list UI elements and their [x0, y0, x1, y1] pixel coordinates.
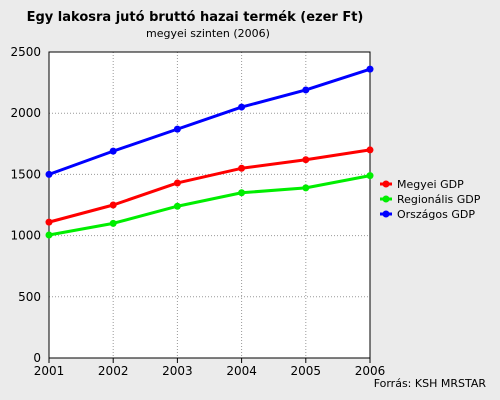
- legend-item: Regionális GDP: [380, 193, 481, 206]
- legend-marker: [382, 180, 390, 188]
- x-tick-label: 2004: [226, 364, 257, 378]
- legend-label: Regionális GDP: [397, 193, 481, 206]
- data-point: [45, 231, 53, 239]
- series-3: [45, 65, 374, 178]
- series-line: [48, 174, 371, 237]
- y-tick-label: 2500: [10, 45, 41, 59]
- plot-background: [49, 52, 370, 358]
- legend-label: Országos GDP: [397, 208, 475, 221]
- y-tick-label: 1000: [10, 229, 41, 243]
- data-point: [173, 202, 181, 210]
- data-point: [366, 172, 374, 180]
- y-tick-label: 2000: [10, 106, 41, 120]
- legend-item: Megyei GDP: [380, 178, 464, 191]
- data-point: [45, 170, 53, 178]
- y-tick-label: 1500: [10, 167, 41, 181]
- x-tick-label: 2001: [34, 364, 65, 378]
- x-tick-label: 2006: [355, 364, 386, 378]
- legend: Megyei GDP Regionális GDP Országos GDP: [380, 178, 481, 221]
- data-point: [173, 125, 181, 133]
- legend-item: Országos GDP: [380, 208, 475, 221]
- data-point: [302, 156, 310, 164]
- y-tick-label: 500: [18, 290, 41, 304]
- data-point: [302, 86, 310, 94]
- plot-area: 0 500 1000 1500 2000 2500 2001 2002 2003 2004 2005…: [10, 45, 385, 378]
- x-tick-label: 2005: [291, 364, 322, 378]
- y-tick-label: 0: [33, 351, 41, 365]
- source-note: Forrás: KSH MRSTAR: [374, 377, 487, 390]
- data-point: [45, 218, 53, 226]
- data-point: [366, 65, 374, 73]
- data-point: [173, 179, 181, 187]
- data-point: [302, 184, 310, 192]
- chart-subtitle: megyei szinten (2006): [146, 27, 270, 40]
- series-line: [48, 67, 371, 176]
- series-2: [45, 172, 374, 239]
- data-point: [238, 103, 246, 111]
- legend-marker: [382, 195, 390, 203]
- data-point: [109, 201, 117, 209]
- data-point: [109, 219, 117, 227]
- data-point: [109, 147, 117, 155]
- series-line: [48, 148, 371, 224]
- x-tick-label: 2003: [162, 364, 193, 378]
- data-point: [238, 164, 246, 172]
- legend-label: Megyei GDP: [397, 178, 464, 191]
- series-1: [45, 146, 374, 226]
- x-tick-label: 2002: [98, 364, 129, 378]
- legend-marker: [382, 210, 390, 218]
- chart-title: Egy lakosra jutó bruttó hazai termék (ez…: [27, 10, 364, 25]
- series-group: [45, 65, 374, 239]
- data-point: [366, 146, 374, 154]
- data-point: [238, 189, 246, 197]
- plot-frame: [48, 51, 371, 359]
